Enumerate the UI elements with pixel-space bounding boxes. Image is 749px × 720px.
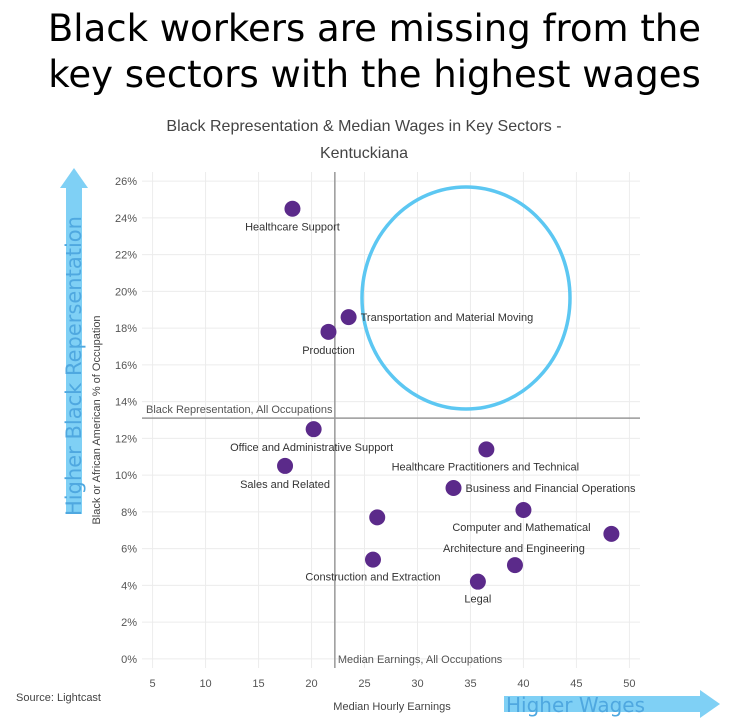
data-point-label: Healthcare Practitioners and Technical (392, 461, 580, 473)
data-point-label: Architecture and Engineering (443, 543, 585, 555)
data-point (364, 551, 381, 568)
data-point (340, 309, 357, 326)
data-point-label: Computer and Mathematical (452, 522, 590, 534)
y-tick-label: 26% (115, 176, 137, 188)
headline-line-2: key sectors with the highest wages (48, 53, 701, 96)
y-tick-label: 20% (115, 286, 137, 298)
x-tick-label: 40 (517, 678, 529, 690)
y-tick-label: 18% (115, 323, 137, 335)
highlight-ellipse (360, 185, 572, 411)
data-point (445, 479, 462, 496)
x-arrow-label: Higher Wages (506, 693, 646, 717)
data-point-label: Legal (464, 594, 491, 606)
data-point-label: Sales and Related (240, 479, 330, 491)
data-point-label: Office and Administrative Support (230, 442, 393, 454)
data-point (603, 525, 620, 542)
x-tick-label: 15 (252, 678, 264, 690)
x-tick-label: 5 (150, 678, 156, 690)
data-point (515, 502, 532, 519)
y-tick-label: 22% (115, 250, 137, 262)
headline: Black workers are missing from the key s… (0, 6, 749, 98)
y-tick-label: 2% (121, 617, 137, 629)
data-point (369, 509, 386, 526)
data-point-label: Business and Financial Operations (466, 483, 636, 495)
x-tick-label: 30 (411, 678, 423, 690)
x-tick-label: 20 (305, 678, 317, 690)
x-tick-label: 25 (358, 678, 370, 690)
x-tick-label: 35 (464, 678, 476, 690)
data-point-label: Production (302, 345, 355, 357)
data-point (277, 457, 294, 474)
y-tick-label: 16% (115, 360, 137, 372)
y-axis-title: Black or African American % of Occupatio… (91, 315, 103, 524)
data-point-label: Construction and Extraction (305, 572, 440, 584)
y-tick-label: 24% (115, 213, 137, 225)
x-tick-label: 50 (623, 678, 635, 690)
x-arrow-shaft (504, 696, 702, 712)
y-tick-label: 8% (121, 507, 137, 519)
y-tick-label: 10% (115, 470, 137, 482)
data-point (469, 573, 486, 590)
data-point (478, 441, 495, 458)
y-tick-label: 14% (115, 397, 137, 409)
x-tick-label: 10 (199, 678, 211, 690)
y-tick-label: 4% (121, 580, 137, 592)
headline-line-1: Black workers are missing from the (47, 7, 702, 50)
y-arrow-shaft (66, 188, 82, 514)
data-point (305, 421, 322, 438)
data-point-label: Healthcare Support (245, 222, 340, 234)
data-point (506, 557, 523, 574)
y-arrow-head (60, 168, 88, 188)
x-tick-label: 45 (570, 678, 582, 690)
chart-subtitle: Kentuckiana (320, 145, 408, 162)
x-axis-title: Median Hourly Earnings (333, 701, 451, 713)
data-point-label: Transportation and Material Moving (361, 312, 534, 324)
y-arrow-label: Higher Black Repersentation (62, 216, 86, 516)
y-tick-label: 6% (121, 544, 137, 556)
data-point (320, 323, 337, 340)
chart-title: Black Representation & Median Wages in K… (166, 118, 561, 135)
y-tick-label: 12% (115, 433, 137, 445)
reference-line-vertical-label: Median Earnings, All Occupations (338, 654, 503, 666)
data-point (284, 200, 301, 217)
y-tick-label: 0% (121, 654, 137, 666)
x-arrow-head (700, 690, 720, 718)
source-note: Source: Lightcast (16, 692, 101, 704)
reference-line-horizontal-label: Black Representation, All Occupations (146, 404, 333, 416)
